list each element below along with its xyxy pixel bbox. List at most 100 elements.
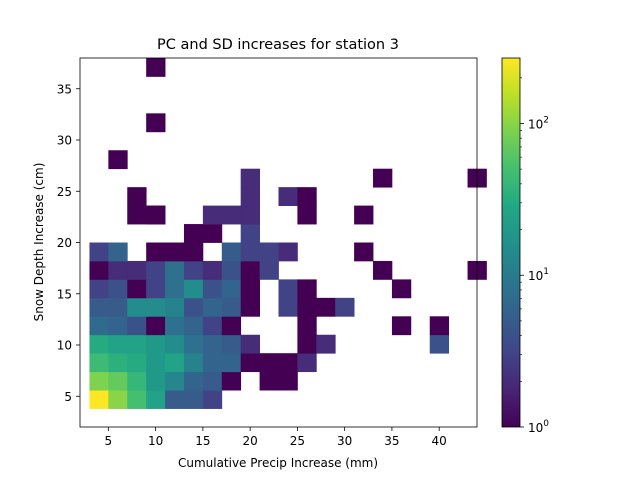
heatmap-cell [240,260,260,280]
heatmap-cell [165,353,185,373]
heatmap-cell [127,297,147,317]
heatmap-cell [127,316,147,336]
heatmap-cell [108,371,128,391]
heatmap-cell [259,242,279,262]
heatmap-cell [221,316,242,336]
heatmap-cell [165,260,185,280]
heatmap-cell [354,205,374,225]
colorbar-tick-label: 102 [528,115,549,131]
heatmap-cell [127,390,147,409]
heatmap-cell [127,187,147,206]
heatmap-cell [297,279,317,299]
x-tick-label: 5 [105,434,113,448]
heatmap-cell [89,297,109,317]
colorbar-gradient [501,57,521,428]
heatmap-cell [146,279,166,299]
heatmap-cell [221,279,242,299]
y-tick-label: 5 [64,390,72,404]
y-tick-label: 30 [57,134,72,148]
x-tick-label: 20 [243,434,258,448]
heatmap-cell [108,353,128,373]
heatmap-cell [108,260,128,280]
heatmap-cell [354,242,374,262]
heatmap-cell [146,353,166,373]
x-axis: 5 10 15 20 25 30 35 40 [105,427,447,448]
heatmap-cell [165,334,185,354]
heatmap-cell [259,371,298,391]
heatmap-cell [297,353,317,373]
heatmap-cell [146,260,166,280]
heatmap-cell [335,297,355,317]
heatmap-cell [165,297,185,317]
heatmap-cell [240,279,260,299]
heatmap-cell [183,279,204,299]
colorbar-tick-label: 101 [528,267,549,283]
heatmap-cell [278,187,298,206]
heatmap-cell [202,279,223,299]
heatmap-cell [89,334,109,354]
y-tick-label: 35 [57,82,72,96]
colorbar-ticks: 100 101 102 [520,77,549,435]
heatmap-cell [183,297,204,317]
heatmap-cell [278,297,298,317]
heatmap-cell [165,279,185,299]
heatmap-cell [108,279,128,299]
heatmap-cell [183,390,204,409]
heatmap-cell [221,297,242,317]
heatmap-cell [278,242,298,262]
heatmap-cell [108,150,128,170]
heatmap-cell [127,353,147,373]
heatmap-cell [316,297,336,317]
y-tick-label: 15 [57,287,72,301]
y-axis-label: Snow Depth Increase (cm) [32,163,46,322]
heatmap-cell [297,334,317,354]
heatmap-cell [165,371,185,391]
heatmap-cell [127,334,147,354]
heatmap-cell [202,390,223,409]
heatmap-cell [240,205,260,225]
heatmap-cell [391,279,412,299]
heatmap-cell [108,390,128,409]
heatmap-cell [89,390,109,409]
plot-area [79,57,487,428]
heatmap-cell [373,260,393,280]
heatmap-cell [202,353,223,373]
heatmap-cell [429,316,450,336]
heatmap-cell [316,334,336,354]
heatmap-cell [183,224,223,243]
heatmap-cell [202,260,223,280]
heatmap-cell [297,297,317,317]
heatmap-cell [202,316,223,336]
heatmap-cell [89,371,109,391]
x-tick-label: 40 [432,434,447,448]
heatmap-cell [429,334,450,354]
heatmap-cell [146,334,166,354]
heatmap-cell [221,260,242,280]
heatmap-cell [391,316,412,336]
y-tick-label: 20 [57,236,72,250]
heatmap-cell [278,279,298,299]
heatmap-cell [297,205,317,225]
chart-title: PC and SD increases for station 3 [157,37,399,53]
heatmap-cell [240,242,260,262]
heatmap-cell [146,316,166,336]
x-tick-label: 35 [384,434,399,448]
heatmap-cells [89,58,487,409]
x-tick-label: 30 [337,434,352,448]
x-tick-label: 15 [195,434,210,448]
colorbar: 100 101 102 [501,57,549,435]
heatmap-cell [240,187,260,206]
heatmap-cell [221,242,242,262]
heatmap-cell [146,242,185,262]
heatmap-cell [221,334,242,354]
heatmap-cell [183,260,204,280]
heatmap-cell [183,334,204,354]
heatmap-cell [183,242,204,262]
heatmap-cell [146,205,166,225]
heatmap-cell [146,371,166,391]
heatmap-cell [297,316,317,336]
heatmap-cell [127,279,147,299]
heatmap-cell [240,353,260,373]
heatmap-cell [259,260,279,280]
